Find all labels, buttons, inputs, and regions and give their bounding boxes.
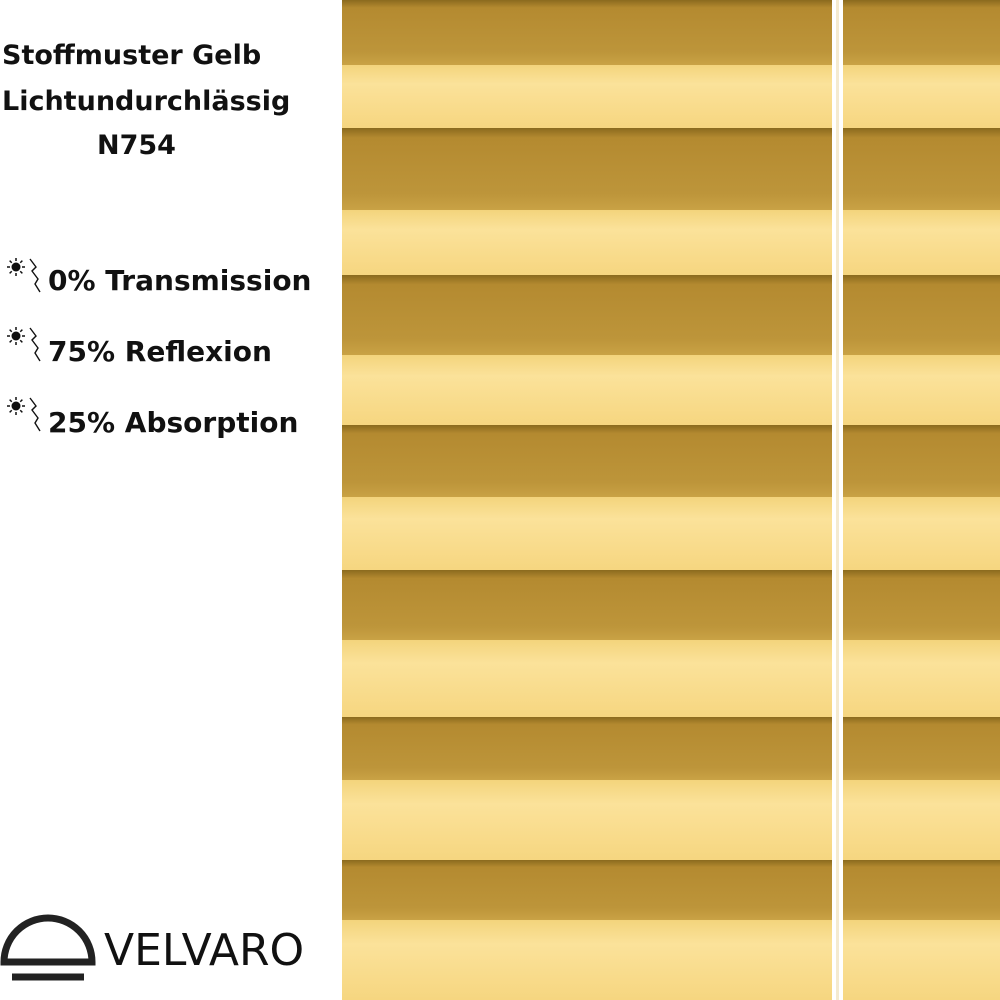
sun-ray: [9, 339, 13, 343]
fabric-dark-pleat: [342, 275, 1000, 355]
sun-ray: [19, 399, 23, 403]
fabric-dark-pleat: [342, 860, 1000, 920]
sun-ray: [9, 329, 13, 333]
fabric-light-pleat: [342, 780, 1000, 860]
sun-icon: [7, 258, 41, 293]
feature: 0% Transmission: [48, 264, 311, 297]
sun-icon: [7, 327, 41, 362]
light-ray: [29, 327, 41, 362]
sun-core: [11, 331, 21, 341]
fabric-dark-pleat: [342, 570, 1000, 640]
sun-ray: [19, 329, 23, 333]
title-line: Stoffmuster Gelb: [2, 40, 261, 71]
sun-ray: [9, 409, 13, 413]
title-line: N754: [97, 130, 176, 161]
title-line: Lichtundurchlässig: [2, 86, 290, 117]
fabric-light-pleat: [342, 497, 1000, 570]
sun-ray: [9, 399, 13, 403]
fabric-dark-pleat: [342, 128, 1000, 210]
sun-ray: [9, 260, 13, 264]
sun-ray: [19, 270, 23, 274]
fabric-dark-pleat: [342, 425, 1000, 497]
cord: [836, 0, 839, 1000]
sun-ray: [9, 270, 13, 274]
light-ray: [29, 258, 41, 293]
fabric-light-pleat: [342, 920, 1000, 1000]
feature: 25% Absorption: [48, 406, 298, 439]
sun-ray: [19, 339, 23, 343]
light-ray: [29, 397, 41, 432]
sun-ray: [19, 260, 23, 264]
sun-ray: [19, 409, 23, 413]
fabric-dark-pleat: [342, 0, 1000, 65]
fabric-light-pleat: [342, 210, 1000, 275]
logo-dome: [0, 914, 96, 966]
sun-core: [11, 401, 21, 411]
fabric-swatch: [342, 0, 1000, 1000]
brand-logo: VELVARO: [0, 914, 304, 981]
feature: 75% Reflexion: [48, 335, 272, 368]
feature-icons: [7, 258, 41, 432]
fabric-light-pleat: [342, 65, 1000, 128]
brand-name: VELVARO: [104, 925, 304, 976]
fabric-dark-pleat: [342, 717, 1000, 780]
sun-core: [11, 262, 21, 272]
fabric-light-pleat: [342, 640, 1000, 717]
sun-icon: [7, 397, 41, 432]
fabric-light-pleat: [342, 355, 1000, 425]
